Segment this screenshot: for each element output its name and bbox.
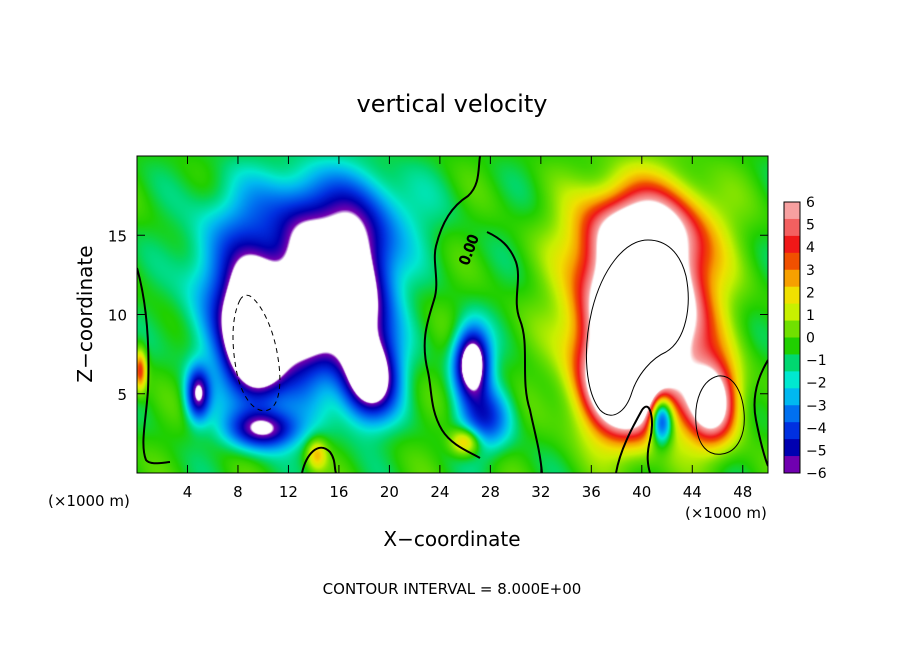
colorbar-label: −4 (806, 421, 827, 437)
colorbar-swatch (784, 235, 800, 254)
x-axis-ticks: 4 8 12 16 20 24 28 32 36 40 44 48 (183, 156, 752, 501)
zero-contour-bottom-right (615, 405, 653, 473)
colorbar-label: −3 (806, 398, 827, 414)
zero-contour-left (137, 267, 171, 465)
colorbar-label: 1 (806, 308, 815, 324)
positive-contour-lower-right (695, 375, 745, 455)
x-tick-label: 24 (430, 483, 449, 501)
colorbar-swatch (784, 202, 800, 220)
colorbar-swatch (784, 354, 800, 372)
x-tick-label: 8 (233, 483, 243, 501)
velocity-field: 0.00 (137, 156, 768, 473)
x-tick-label: 28 (481, 483, 500, 501)
x-tick-label: 44 (683, 483, 702, 501)
y-tick-label: 15 (108, 227, 127, 245)
colorbar-label: 2 (806, 285, 815, 301)
colorbar-label: −6 (806, 466, 827, 482)
chart-title: vertical velocity (357, 90, 548, 118)
x-tick-label: 40 (632, 483, 651, 501)
colorbar-swatch (784, 337, 800, 355)
x-tick-label: 20 (380, 483, 399, 501)
x-tick-label: 16 (329, 483, 348, 501)
contour-interval-footer: CONTOUR INTERVAL = 8.000E+00 (323, 580, 582, 598)
y-axis-ticks: 5 10 15 (108, 227, 768, 404)
colorbar-swatch (784, 252, 800, 271)
zero-contour-central (423, 156, 481, 459)
colorbar: 6 5 4 3 2 1 0 −1 −2 −3 −4 −5 −6 (784, 195, 827, 482)
zero-contour-bottom-left (301, 446, 337, 473)
y-axis-label: Z−coordinate (73, 245, 97, 382)
zero-contour-right (486, 231, 543, 473)
colorbar-label: 0 (806, 331, 815, 347)
x-axis-label: X−coordinate (383, 527, 520, 551)
colorbar-label: −1 (806, 353, 827, 369)
colorbar-swatch (784, 320, 800, 338)
colorbar-label: −5 (806, 443, 827, 459)
x-tick-label: 48 (733, 483, 752, 501)
colorbar-frame (783, 201, 801, 474)
y-tick-label: 5 (117, 386, 127, 404)
colorbar-swatch (784, 371, 800, 389)
colorbar-swatch (784, 439, 800, 457)
x-tick-label: 36 (582, 483, 601, 501)
positive-contour-updraft (585, 239, 689, 416)
colorbar-swatch (784, 269, 800, 288)
colorbar-label: 5 (806, 218, 815, 234)
velocity-field-image (137, 156, 768, 473)
negative-contour-downdraft (232, 294, 281, 412)
colorbar-label: 3 (806, 263, 815, 279)
colorbar-label: 6 (806, 195, 815, 211)
x-tick-label: 4 (183, 483, 193, 501)
colorbar-swatch (784, 388, 800, 406)
x-tick-label: 12 (279, 483, 298, 501)
zero-contour-far-right (753, 359, 768, 467)
colorbar-swatch (784, 422, 800, 440)
colorbar-swatch (784, 218, 800, 237)
colorbar-label: 4 (806, 240, 815, 256)
x-unit-label-right: (×1000 m) (685, 504, 767, 522)
x-tick-label: 32 (531, 483, 550, 501)
colorbar-swatch (784, 456, 800, 474)
y-tick-label: 10 (108, 307, 127, 325)
colorbar-swatch (784, 303, 800, 322)
colorbar-label: −2 (806, 376, 827, 392)
colorbar-swatch (784, 405, 800, 423)
x-unit-label-left: (×1000 m) (48, 492, 130, 510)
colorbar-swatch (784, 286, 800, 305)
